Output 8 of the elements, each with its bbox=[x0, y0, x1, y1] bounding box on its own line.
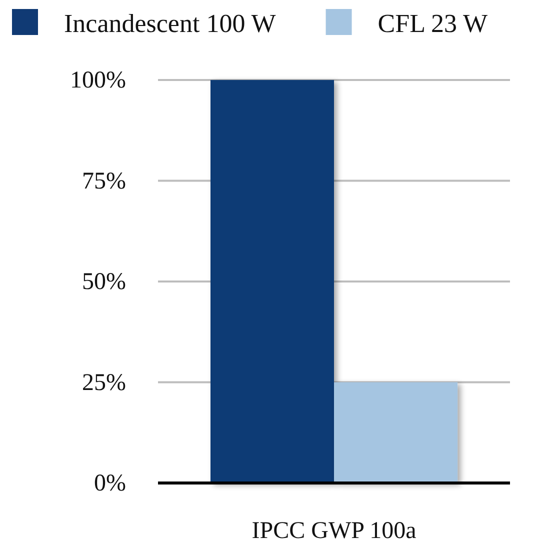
y-tick-label: 0% bbox=[94, 470, 126, 497]
legend-label: Incandescent 100 W bbox=[64, 9, 276, 38]
y-tick-label: 100% bbox=[70, 68, 126, 94]
y-tick-label: 75% bbox=[82, 168, 126, 194]
x-tick-label: IPCC GWP 100a bbox=[252, 518, 417, 544]
y-tick-label: 50% bbox=[82, 269, 126, 296]
y-tick-label: 25% bbox=[82, 370, 126, 396]
legend-label: CFL 23 W bbox=[378, 9, 488, 38]
